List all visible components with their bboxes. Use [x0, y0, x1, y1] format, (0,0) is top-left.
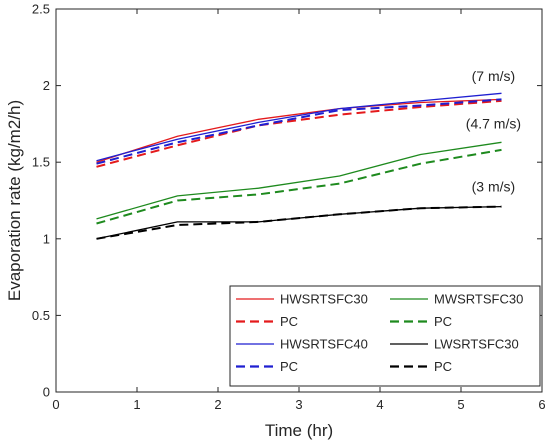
series-line-5: [96, 148, 502, 225]
series-line-7: [96, 205, 502, 240]
speed-annotations: (7 m/s) (4.7 m/s) (3 m/s): [466, 68, 521, 194]
series-line-1: [96, 99, 502, 168]
series-line-2: [96, 92, 502, 162]
y-tick-label: 1.5: [32, 155, 50, 170]
series-line-4: [96, 141, 502, 220]
y-axis-label: Evaporation rate (kg/m2/h): [5, 100, 24, 301]
x-axis-label: Time (hr): [265, 421, 333, 440]
annotation-label: (7 m/s): [472, 68, 516, 84]
legend: HWSRTSFC30 MWSRTSFC30 PC PC HWSRTSFC40 LWSRTS…: [229, 285, 541, 387]
x-tick-label: 1: [133, 397, 140, 412]
legend-box: [229, 285, 541, 387]
y-tick-label: 2: [43, 78, 50, 93]
x-axis-ticks: 0 1 2 3 4 5 6: [52, 9, 546, 412]
x-tick-label: 5: [457, 397, 464, 412]
series-line-3: [96, 98, 502, 165]
series-line-0: [96, 98, 502, 163]
legend-label: PC: [434, 314, 452, 329]
x-tick-label: 6: [538, 397, 545, 412]
legend-label: LWSRTSFC30: [434, 337, 519, 352]
x-tick-label: 4: [376, 397, 383, 412]
y-axis-ticks: 0 0.5 1 1.5 2 2.5: [32, 2, 542, 400]
y-tick-label: 0: [43, 385, 50, 400]
annotation-label: (3 m/s): [472, 178, 516, 194]
legend-label: HWSRTSFC40: [280, 337, 368, 352]
annotation-label: (4.7 m/s): [466, 115, 521, 131]
series-lines: [96, 92, 502, 240]
legend-label: MWSRTSFC30: [434, 292, 523, 307]
legend-label: HWSRTSFC30: [280, 292, 368, 307]
x-tick-label: 2: [214, 397, 221, 412]
legend-label: PC: [434, 359, 452, 374]
x-tick-label: 3: [295, 397, 302, 412]
y-tick-label: 1: [43, 231, 50, 246]
legend-label: PC: [280, 359, 298, 374]
y-tick-label: 2.5: [32, 2, 50, 17]
y-tick-label: 0.5: [32, 308, 50, 323]
legend-label: PC: [280, 314, 298, 329]
x-tick-label: 0: [52, 397, 59, 412]
